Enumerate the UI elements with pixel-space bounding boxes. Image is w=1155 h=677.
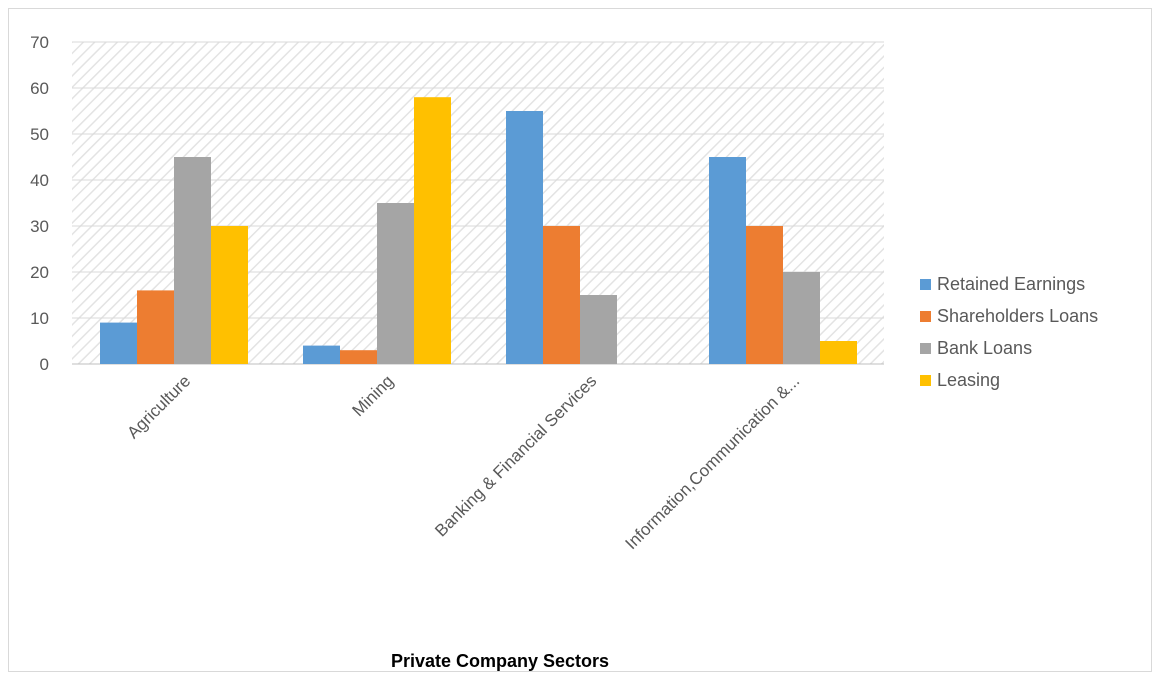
legend-item: Retained Earnings (920, 268, 1098, 300)
legend-swatch (920, 310, 931, 322)
x-tick-label: Information,Communication &... (622, 371, 804, 553)
legend-item: Shareholders Loans (920, 300, 1098, 332)
bar-shareholders-loans (746, 226, 783, 364)
legend-label: Retained Earnings (937, 273, 1086, 294)
y-tick-label: 30 (30, 217, 49, 236)
legend-label: Bank Loans (937, 337, 1033, 358)
bar-shareholders-loans (137, 290, 174, 364)
y-tick-label: 50 (30, 125, 49, 144)
bar-shareholders-loans (340, 350, 377, 364)
legend-item: Bank Loans (920, 332, 1098, 364)
x-axis-title: Private Company Sectors (390, 651, 610, 671)
x-tick-label: Mining (348, 371, 397, 420)
legend-swatch (920, 374, 931, 386)
y-tick-label: 0 (40, 355, 49, 374)
x-axis-ticks: Agriculture Mining Banking & Financial Ser… (123, 371, 803, 553)
bars (100, 97, 857, 364)
y-tick-label: 40 (30, 171, 49, 190)
y-axis-ticks: 0 10 20 30 40 50 60 70 (30, 33, 49, 374)
bar-retained-earnings (100, 322, 137, 364)
bar-leasing (211, 226, 248, 364)
bar-retained-earnings (506, 111, 543, 364)
bar-shareholders-loans (543, 226, 580, 364)
x-tick-label: Banking & Financial Services (431, 371, 600, 540)
x-tick-label: Agriculture (123, 371, 194, 442)
legend-swatch (920, 278, 931, 290)
bar-retained-earnings (303, 345, 340, 364)
legend-item: Leasing (920, 364, 1098, 396)
bar-retained-earnings (709, 157, 746, 364)
bar-bank-loans (174, 157, 211, 364)
y-tick-label: 60 (30, 79, 49, 98)
bar-leasing (414, 97, 451, 364)
legend-label: Leasing (937, 369, 1001, 390)
legend-label: Shareholders Loans (937, 305, 1099, 326)
y-tick-label: 70 (30, 33, 49, 52)
bar-bank-loans (377, 203, 414, 364)
y-tick-label: 10 (30, 309, 49, 328)
bar-bank-loans (580, 295, 617, 364)
bar-leasing (820, 341, 857, 364)
legend-swatch (920, 342, 931, 354)
legend: Retained Earnings Shareholders Loans Bank … (920, 268, 1098, 396)
y-tick-label: 20 (30, 263, 49, 282)
bar-bank-loans (783, 272, 820, 364)
